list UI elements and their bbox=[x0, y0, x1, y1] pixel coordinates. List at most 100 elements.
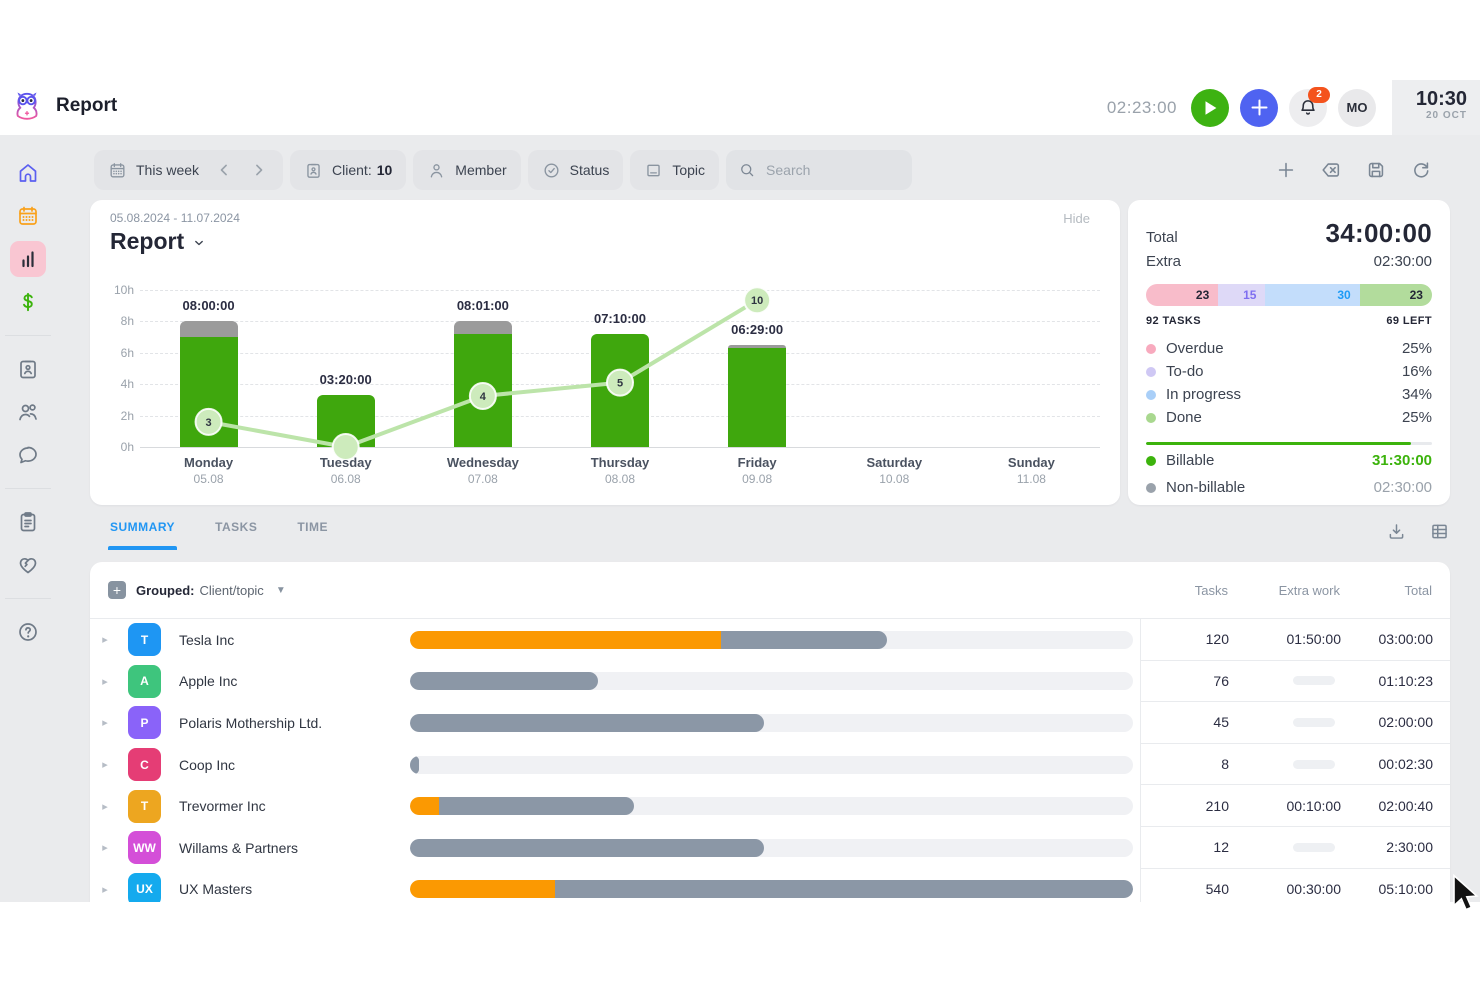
time-bar-track bbox=[410, 713, 1133, 732]
grouped-value: Client/topic bbox=[199, 582, 264, 598]
table-row[interactable]: ▸ A Apple Inc 76 01:10:23 bbox=[90, 660, 1450, 703]
refresh-button[interactable] bbox=[1410, 159, 1432, 181]
day-label-monday: Monday 05.08 bbox=[140, 455, 277, 486]
client-name: Coop Inc bbox=[179, 756, 236, 773]
search-input[interactable] bbox=[764, 161, 889, 179]
table-row[interactable]: ▸ P Polaris Mothership Ltd. 45 02:00:00 bbox=[90, 702, 1450, 744]
report-type-dropdown[interactable]: Report bbox=[110, 228, 206, 255]
bar-billable-segment bbox=[316, 394, 375, 447]
table-view-button[interactable] bbox=[1429, 521, 1450, 542]
filter-chip-status[interactable]: Status bbox=[527, 150, 624, 190]
save-report-button[interactable] bbox=[1365, 159, 1387, 181]
empty-value-pill bbox=[1293, 676, 1335, 686]
filter-chip-period[interactable]: This week bbox=[94, 150, 284, 190]
tab-summary[interactable]: SUMMARY bbox=[107, 520, 178, 550]
sidebar-item-chat[interactable] bbox=[10, 437, 46, 473]
notification-badge: 2 bbox=[1308, 86, 1330, 103]
play-icon bbox=[1205, 100, 1216, 115]
legend-label: To-do bbox=[1166, 363, 1204, 380]
tracked-time-bar bbox=[438, 797, 635, 816]
filter-chip-member[interactable]: Member bbox=[413, 150, 521, 190]
day-label-friday: Friday 09.08 bbox=[689, 455, 826, 486]
sidebar-item-tasks[interactable] bbox=[10, 504, 46, 540]
chart-day-labels: Monday 05.08 Tuesday 06.08 Wednesday 07.08 Thu… bbox=[140, 455, 1100, 486]
grouped-dropdown[interactable]: + Grouped: Client/topic ▼ bbox=[90, 581, 286, 599]
table-row[interactable]: ▸ C Coop Inc 8 00:02:30 bbox=[90, 743, 1450, 786]
bell-icon bbox=[1297, 97, 1319, 119]
table-rows: ▸ T Tesla Inc 120 01:50:00 03:00:00 ▸ A Apple In… bbox=[90, 619, 1450, 902]
tab-time[interactable]: TIME bbox=[297, 520, 329, 534]
status-segment: 30 bbox=[1265, 284, 1360, 306]
topic-icon bbox=[644, 161, 663, 180]
page-title: Report bbox=[56, 95, 118, 116]
sidebar-item-help[interactable] bbox=[10, 614, 46, 650]
prev-period-button[interactable] bbox=[214, 160, 234, 180]
bar-billable-segment bbox=[728, 348, 787, 447]
day-label-wednesday: Wednesday 07.08 bbox=[414, 455, 551, 486]
table-row[interactable]: ▸ WW Willams & Partners 12 2:30:00 bbox=[90, 826, 1450, 869]
filter-chip-label: Topic bbox=[672, 162, 706, 178]
add-group-icon[interactable]: + bbox=[108, 581, 126, 599]
user-avatar[interactable]: MO bbox=[1338, 88, 1376, 127]
date-range-label: 05.08.2024 - 11.07.2024 bbox=[110, 211, 240, 225]
expand-row-icon[interactable]: ▸ bbox=[102, 634, 108, 647]
legend-dot bbox=[1146, 366, 1156, 377]
task-status-legend: Overdue 25% To-do 16% In progress 34% Done 25% bbox=[1146, 337, 1432, 429]
sidebar-item-reports[interactable] bbox=[9, 241, 46, 277]
total-label: Total bbox=[1146, 229, 1178, 246]
extra-work-value bbox=[1229, 717, 1341, 727]
filter-actions bbox=[1275, 159, 1432, 181]
extra-work-bar bbox=[410, 630, 721, 649]
table-row[interactable]: ▸ T Trevormer Inc 210 00:10:00 02:00:40 bbox=[90, 785, 1450, 827]
filter-chip-topic[interactable]: Topic bbox=[630, 150, 720, 190]
sidebar-item-billing[interactable] bbox=[10, 284, 46, 320]
filter-chip-label: Client: bbox=[332, 162, 372, 178]
start-timer-button[interactable] bbox=[1191, 88, 1229, 127]
add-filter-button[interactable] bbox=[1275, 159, 1297, 181]
bar-value-label: 06:29:00 bbox=[731, 322, 784, 338]
add-entry-button[interactable] bbox=[1240, 88, 1278, 127]
sidebar-item-team[interactable] bbox=[10, 394, 46, 430]
table-column-headers: Tasks Extra work Total bbox=[1140, 583, 1450, 598]
client-avatar: T bbox=[128, 623, 161, 657]
table-row[interactable]: ▸ UX UX Masters 540 00:30:00 05:10:00 bbox=[90, 868, 1450, 902]
client-avatar: T bbox=[128, 789, 161, 823]
export-button[interactable] bbox=[1386, 521, 1407, 542]
hide-chart-link[interactable]: Hide bbox=[1063, 211, 1090, 226]
day-date: 06.08 bbox=[330, 472, 361, 486]
expand-row-icon[interactable]: ▸ bbox=[102, 800, 108, 813]
filter-chip-client[interactable]: Client: 10 bbox=[290, 150, 407, 190]
sidebar-item-clients[interactable] bbox=[10, 351, 46, 387]
expand-row-icon[interactable]: ▸ bbox=[102, 842, 108, 855]
view-tabs: SUMMARY TASKS TIME bbox=[107, 520, 329, 556]
sidebar-item-integrations[interactable] bbox=[10, 547, 46, 583]
table-row[interactable]: ▸ T Tesla Inc 120 01:50:00 03:00:00 bbox=[90, 619, 1450, 661]
chart-plot: 10h 8h 6h 4h 2h 0h 08:00:00 03:20:00 08:01:00 07:… bbox=[114, 283, 1100, 461]
notifications-button[interactable]: 2 bbox=[1289, 86, 1330, 127]
non-billable-value: 02:30:00 bbox=[1373, 479, 1432, 496]
total-time-value: 05:10:00 bbox=[1378, 880, 1434, 897]
expand-row-icon[interactable]: ▸ bbox=[102, 883, 108, 896]
chart-column-tuesday: 03:20:00 bbox=[277, 290, 414, 447]
client-name: Tesla Inc bbox=[179, 631, 235, 648]
next-period-button[interactable] bbox=[249, 160, 269, 180]
search-box[interactable] bbox=[726, 150, 913, 190]
expand-row-icon[interactable]: ▸ bbox=[102, 717, 108, 730]
bar-value-label: 07:10:00 bbox=[593, 311, 647, 327]
report-chart-card: 05.08.2024 - 11.07.2024 Report Hide 10h 8… bbox=[90, 200, 1120, 505]
dollar-icon bbox=[16, 290, 40, 314]
total-time-value: 01:10:23 bbox=[1378, 672, 1434, 689]
filter-chip-value: 10 bbox=[376, 162, 393, 178]
sidebar-item-calendar[interactable] bbox=[10, 198, 46, 234]
tracked-time-bar bbox=[410, 713, 765, 732]
clear-filters-button[interactable] bbox=[1320, 159, 1342, 181]
expand-row-icon[interactable]: ▸ bbox=[102, 675, 108, 688]
sidebar-item-home[interactable] bbox=[10, 155, 46, 191]
y-axis-tick: 10h bbox=[113, 283, 134, 297]
y-axis-tick: 2h bbox=[120, 408, 134, 423]
expand-row-icon[interactable]: ▸ bbox=[102, 759, 108, 772]
tab-tasks[interactable]: TASKS bbox=[215, 520, 258, 534]
table-header: + Grouped: Client/topic ▼ Tasks Extra wor… bbox=[90, 562, 1450, 619]
filter-chips: This week Client: 10 Member Status Topic bbox=[94, 150, 726, 190]
empty-value-pill bbox=[1293, 842, 1335, 852]
